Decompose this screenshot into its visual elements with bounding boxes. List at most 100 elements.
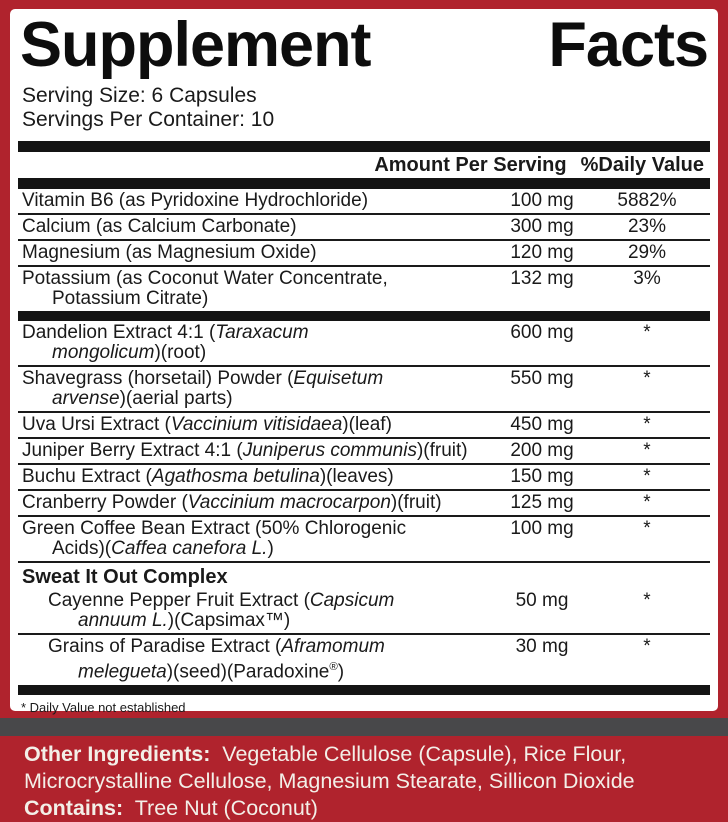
ingredient-row: Shavegrass (horsetail) Powder (Equisetum… (18, 365, 710, 411)
text-segment: )(seed)(Paradoxine (166, 661, 330, 683)
ingredient-name-line: Potassium (as Coconut Water Concentrate, (22, 269, 490, 289)
ingredient-row: Green Coffee Bean Extract (50% Chlorogen… (18, 515, 710, 561)
amount-per-serving: 200 mg (510, 440, 574, 462)
amount-per-serving: 300 mg (510, 216, 574, 238)
amount-per-serving: 120 mg (510, 242, 574, 264)
ingredient-name: Magnesium (as Magnesium Oxide) (18, 243, 490, 263)
ingredient-name: Green Coffee Bean Extract (50% Chlorogen… (18, 519, 490, 559)
ingredient-row: Magnesium (as Magnesium Oxide) 120 mg 29% (18, 239, 710, 265)
ingredient-name-line: Calcium (as Calcium Carbonate) (22, 217, 490, 237)
ingredient-name: Vitamin B6 (as Pyridoxine Hydrochloride) (18, 191, 490, 211)
ingredient-name-line: Magnesium (as Magnesium Oxide) (22, 243, 490, 263)
bottom-text-line: Contains: Tree Nut (Coconut) (24, 795, 716, 822)
amount-per-serving: 150 mg (510, 466, 574, 488)
daily-value: * (643, 368, 651, 390)
text-segment: Magnesium (as Magnesium Oxide) (22, 242, 317, 264)
text-segment: )(fruit) (416, 440, 468, 462)
daily-value: * (643, 636, 651, 658)
text-segment: Dandelion Extract 4:1 ( (22, 322, 216, 344)
ingredient-name-line: mongolicum)(root) (22, 343, 490, 363)
text-segment: Green Coffee Bean Extract (50% Chlorogen… (22, 518, 407, 540)
ingredient-name-line: melegueta)(seed)(Paradoxine®) (22, 657, 490, 682)
page-title: Supplement Facts (20, 10, 709, 80)
ingredient-name-line: Grains of Paradise Extract (Aframomum (22, 637, 490, 657)
amount-column-header: Amount Per Serving (374, 154, 567, 177)
text-segment: )(leaves) (319, 466, 394, 488)
daily-value: * (643, 414, 651, 436)
amount-per-serving: 30 mg (515, 636, 569, 658)
text-segment: Buchu Extract ( (22, 466, 152, 488)
text-segment: Calcium (as Calcium Carbonate) (22, 216, 297, 238)
text-segment: melegueta (78, 661, 167, 683)
ingredient-name-line: Juniper Berry Extract 4:1 (Juniperus com… (22, 441, 490, 461)
ingredient-row: Grains of Paradise Extract (Aframomum mel… (18, 633, 710, 684)
bottom-text-line: Microcrystalline Cellulose, Magnesium St… (24, 768, 716, 795)
ingredient-name: Uva Ursi Extract (Vaccinium vitisidaea)(… (18, 415, 490, 435)
ingredient-row: Cranberry Powder (Vaccinium macrocarpon)… (18, 489, 710, 515)
text-segment: Juniperus communis (242, 440, 417, 462)
text-segment: annuum L. (78, 610, 168, 632)
text-segment: Tree Nut (Coconut) (123, 796, 318, 820)
text-segment: Microcrystalline Cellulose, Magnesium St… (24, 769, 635, 793)
text-segment: )(aerial parts) (119, 388, 233, 410)
text-segment: arvense (52, 388, 120, 410)
text-segment: Aframomum (281, 636, 385, 658)
ingredient-name-line: Uva Ursi Extract (Vaccinium vitisidaea)(… (22, 415, 490, 435)
amount-per-serving: 600 mg (510, 322, 574, 344)
amount-per-serving: 550 mg (510, 368, 574, 390)
ingredient-name-line: arvense)(aerial parts) (22, 389, 490, 409)
daily-value: * (643, 466, 651, 488)
text-segment: Caffea canefora L. (111, 538, 268, 560)
ingredient-name-line: Vitamin B6 (as Pyridoxine Hydrochloride) (22, 191, 490, 211)
text-segment: Contains: (24, 796, 124, 820)
ingredient-name-line: Cranberry Powder (Vaccinium macrocarpon)… (22, 493, 490, 513)
amount-per-serving: 450 mg (510, 414, 574, 436)
text-segment: Grains of Paradise Extract ( (48, 636, 282, 658)
ingredient-name: Potassium (as Coconut Water Concentrate,… (18, 269, 490, 309)
text-segment: Shavegrass (horsetail) Powder ( (22, 368, 294, 390)
daily-value: * (643, 440, 651, 462)
text-segment: ) (337, 661, 345, 683)
ingredient-row: Potassium (as Coconut Water Concentrate,… (18, 265, 710, 311)
text-segment: ® (329, 661, 338, 674)
ingredient-row: Juniper Berry Extract 4:1 (Juniperus com… (18, 437, 710, 463)
daily-value: * (643, 322, 651, 344)
ingredient-name-line: Shavegrass (horsetail) Powder (Equisetum (22, 369, 490, 389)
ingredient-name-line: annuum L.)(Capsimax™) (22, 611, 490, 631)
amount-per-serving: 50 mg (515, 590, 569, 612)
daily-value-footnote: * Daily Value not established (21, 699, 186, 715)
ingredient-name: Shavegrass (horsetail) Powder (Equisetum… (18, 369, 490, 409)
serving-info: Serving Size: 6 Capsules Servings Per Co… (22, 84, 710, 132)
daily-value: 23% (627, 216, 667, 238)
ingredient-name-line: Acids)(Caffea canefora L.) (22, 539, 490, 559)
ingredient-name-line: Potassium Citrate) (22, 289, 490, 309)
column-headers: Amount Per Serving %Daily Value (18, 152, 710, 178)
supplement-facts-panel: Supplement Facts Serving Size: 6 Capsule… (10, 9, 718, 715)
ingredient-name: Calcium (as Calcium Carbonate) (18, 217, 490, 237)
other-ingredients-block: Other Ingredients: Vegetable Cellulose (… (24, 741, 716, 822)
text-segment: Potassium Citrate) (52, 288, 209, 310)
ingredient-name-line: Green Coffee Bean Extract (50% Chlorogen… (22, 519, 490, 539)
text-segment: Vitamin B6 (as Pyridoxine Hydrochloride) (22, 190, 369, 212)
daily-value: * (643, 590, 651, 612)
section-heading: Sweat It Out Complex (22, 566, 228, 589)
servings-per-container: Servings Per Container: 10 (22, 108, 275, 132)
text-segment: )(leaf) (342, 414, 392, 436)
text-segment: mongolicum (52, 342, 155, 364)
serving-size: Serving Size: 6 Capsules (22, 84, 257, 108)
text-segment: Uva Ursi Extract ( (22, 414, 171, 436)
ingredients-table: Vitamin B6 (as Pyridoxine Hydrochloride)… (18, 189, 710, 684)
text-segment: Cranberry Powder ( (22, 492, 188, 514)
daily-value: * (643, 492, 651, 514)
amount-per-serving: 100 mg (510, 518, 574, 540)
ingredient-name: Grains of Paradise Extract (Aframomum mel… (18, 637, 490, 682)
section-divider-bar (18, 311, 710, 322)
text-segment: Potassium (as Coconut Water Concentrate, (22, 268, 388, 290)
text-segment: Agathosma betulina (151, 466, 320, 488)
ingredient-name: Juniper Berry Extract 4:1 (Juniperus com… (18, 441, 490, 461)
amount-per-serving: 132 mg (510, 268, 574, 290)
text-segment: Other Ingredients: (24, 742, 211, 766)
ingredient-name: Dandelion Extract 4:1 (Taraxacum mongolic… (18, 323, 490, 363)
amount-per-serving: 100 mg (510, 190, 574, 212)
row-divider (18, 561, 710, 564)
